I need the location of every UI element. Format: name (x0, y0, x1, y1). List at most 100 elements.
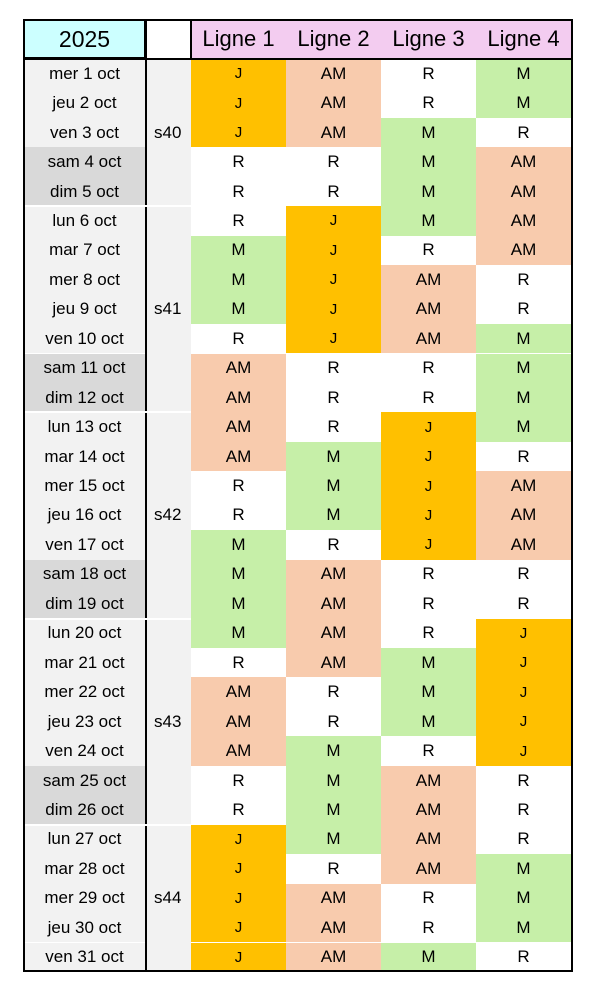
shift-cell: J (381, 412, 476, 442)
shift-cell: R (476, 117, 571, 148)
week-label: s43 (146, 618, 191, 825)
shift-cell: R (476, 294, 571, 325)
shift-cell: J (191, 883, 286, 914)
shift-cell: AM (476, 147, 571, 177)
shift-cell: M (191, 235, 286, 266)
date-cell: mar 28 oct (23, 854, 146, 884)
shift-cell: M (286, 824, 381, 855)
date-cell: jeu 2 oct (23, 88, 146, 118)
date-cell: sam 11 oct (23, 353, 146, 383)
shift-cell: M (191, 589, 286, 619)
shift-cell: J (381, 441, 476, 472)
shift-cell: R (476, 441, 571, 472)
shift-cell: J (476, 618, 571, 648)
shift-cell: AM (476, 235, 571, 266)
week-separator (23, 205, 191, 208)
shift-cell: AM (286, 559, 381, 590)
shift-cell: J (191, 942, 286, 972)
shift-cell: J (286, 324, 381, 354)
shift-cell: J (191, 117, 286, 148)
shift-cell: M (476, 412, 571, 442)
shift-cell: R (381, 913, 476, 943)
shift-cell: R (381, 559, 476, 590)
shift-cell: AM (476, 176, 571, 207)
date-cell: mer 22 oct (23, 677, 146, 707)
divider (23, 58, 573, 60)
week-separator (23, 411, 191, 414)
shift-cell: R (381, 59, 476, 89)
divider (145, 19, 147, 972)
shift-cell: R (191, 471, 286, 501)
divider (190, 19, 192, 59)
shift-cell: R (381, 382, 476, 413)
shift-cell: R (381, 353, 476, 383)
shift-cell: AM (476, 500, 571, 531)
shift-cell: R (381, 589, 476, 619)
date-cell: lun 27 oct (23, 824, 146, 855)
shift-cell: AM (286, 648, 381, 678)
shift-cell: M (286, 441, 381, 472)
shift-cell: R (476, 942, 571, 972)
shift-cell: J (476, 736, 571, 766)
shift-cell: R (191, 176, 286, 207)
shift-cell: J (191, 88, 286, 118)
date-cell: mer 1 oct (23, 59, 146, 89)
shift-cell: M (381, 176, 476, 207)
date-cell: sam 18 oct (23, 559, 146, 590)
shift-cell: AM (286, 117, 381, 148)
shift-cell: AM (286, 589, 381, 619)
date-cell: sam 4 oct (23, 147, 146, 177)
shift-cell: R (476, 795, 571, 825)
date-cell: mer 8 oct (23, 265, 146, 295)
shift-cell: M (191, 265, 286, 295)
shift-cell: AM (286, 883, 381, 914)
shift-cell: R (191, 206, 286, 236)
date-cell: jeu 23 oct (23, 706, 146, 737)
shift-cell: AM (191, 706, 286, 737)
shift-cell: R (286, 353, 381, 383)
shift-cell: M (476, 324, 571, 354)
shift-cell: R (191, 765, 286, 796)
date-cell: lun 13 oct (23, 412, 146, 442)
shift-cell: R (286, 412, 381, 442)
shift-cell: R (191, 795, 286, 825)
shift-cell: J (476, 648, 571, 678)
shift-cell: AM (381, 294, 476, 325)
date-cell: jeu 30 oct (23, 913, 146, 943)
shift-cell: M (286, 736, 381, 766)
line-header-1: Ligne 1 (191, 19, 286, 59)
shift-cell: AM (286, 942, 381, 972)
shift-cell: M (381, 147, 476, 177)
schedule-table: 2025 Ligne 1 Ligne 2 Ligne 3 Ligne 4 mer 1 … (23, 19, 573, 972)
shift-cell: J (286, 265, 381, 295)
date-cell: lun 20 oct (23, 618, 146, 648)
date-cell: mar 7 oct (23, 235, 146, 266)
date-cell: dim 26 oct (23, 795, 146, 825)
shift-cell: M (286, 500, 381, 531)
shift-cell: AM (476, 471, 571, 501)
shift-cell: R (476, 559, 571, 590)
date-cell: ven 17 oct (23, 530, 146, 560)
shift-cell: M (381, 206, 476, 236)
date-cell: mar 21 oct (23, 648, 146, 678)
shift-cell: AM (381, 795, 476, 825)
week-label: s42 (146, 412, 191, 619)
week-label: s41 (146, 206, 191, 413)
shift-cell: AM (381, 324, 476, 354)
shift-cell: M (476, 382, 571, 413)
shift-cell: AM (381, 824, 476, 855)
shift-cell: R (476, 265, 571, 295)
date-cell: dim 19 oct (23, 589, 146, 619)
line-header-3: Ligne 3 (381, 19, 476, 59)
shift-cell: J (191, 913, 286, 943)
shift-cell: AM (191, 353, 286, 383)
shift-cell: R (286, 382, 381, 413)
date-cell: dim 12 oct (23, 382, 146, 413)
shift-cell: R (286, 147, 381, 177)
shift-cell: M (286, 795, 381, 825)
shift-cell: M (476, 913, 571, 943)
date-cell: ven 31 oct (23, 942, 146, 972)
shift-cell: M (381, 648, 476, 678)
shift-cell: AM (191, 382, 286, 413)
shift-cell: AM (286, 88, 381, 118)
